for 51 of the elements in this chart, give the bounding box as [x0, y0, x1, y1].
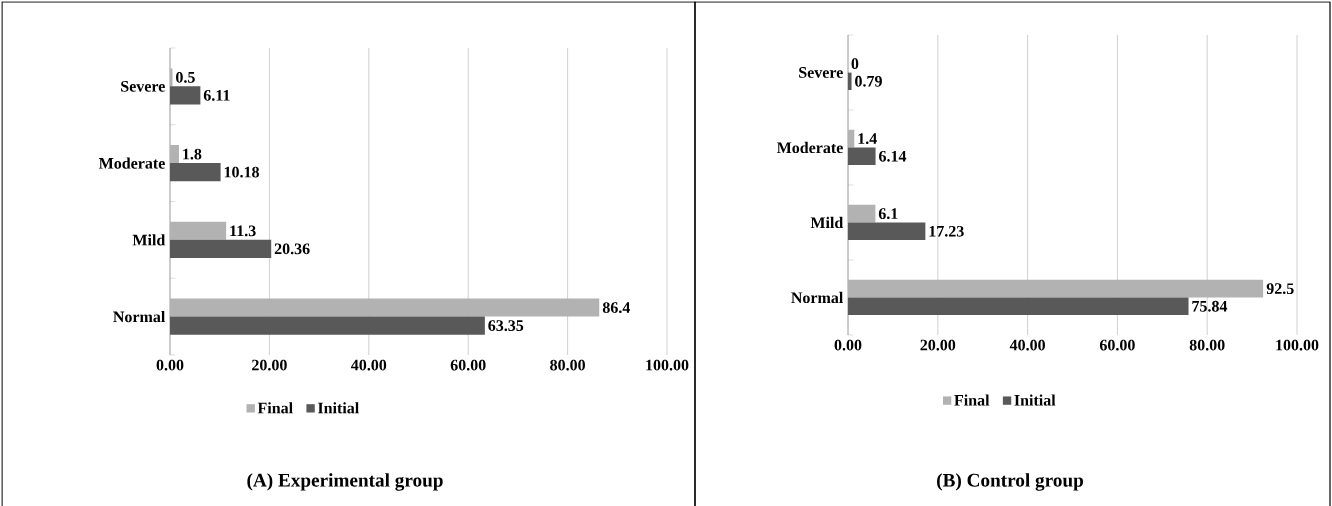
data-label: 0.5	[176, 71, 195, 83]
bar	[170, 316, 485, 335]
x-tick-label: 100.00	[1276, 339, 1319, 351]
x-tick-label: 100.00	[646, 359, 689, 371]
bar	[848, 147, 876, 166]
data-label: 6.11	[203, 89, 230, 101]
data-label: 17.23	[929, 225, 964, 237]
x-tick-label: 40.00	[351, 359, 387, 371]
legend-label: Final	[257, 402, 293, 414]
data-label: 86.4	[602, 302, 631, 314]
legend-label: Initial	[317, 402, 359, 414]
bar	[170, 239, 272, 258]
bar	[848, 297, 1189, 316]
data-label: 20.36	[274, 243, 310, 255]
bar	[170, 221, 227, 240]
data-label: 10.18	[224, 166, 259, 178]
bar	[848, 222, 926, 241]
data-label: 1.4	[858, 133, 877, 145]
y-tick-label: Normal	[791, 291, 844, 304]
x-tick-label: 20.00	[920, 339, 956, 351]
data-label: 6.14	[879, 150, 907, 162]
data-label: 6.1	[878, 208, 898, 220]
x-tick-label: 20.00	[252, 359, 287, 371]
bar	[170, 163, 221, 182]
data-label: 63.35	[488, 320, 524, 332]
text: (A) Experimental group	[247, 473, 443, 491]
x-tick-label: 0.00	[156, 359, 184, 371]
y-tick-label: Mild	[810, 216, 844, 229]
x-tick-label: 60.00	[450, 359, 486, 371]
y-tick-label: Normal	[113, 310, 166, 323]
y-tick-label: Moderate	[98, 157, 165, 169]
bar	[170, 86, 201, 105]
bar	[848, 204, 876, 223]
legend-label: Initial	[1014, 394, 1056, 406]
legend-label: Final	[954, 394, 990, 406]
y-tick-label: Severe	[799, 67, 843, 78]
y-tick-label: Moderate	[776, 141, 843, 154]
data-label: 1.8	[183, 148, 202, 160]
x-tick-label: 60.00	[1099, 339, 1135, 351]
data-label: 92.5	[1266, 283, 1294, 295]
y-tick-label: Mild	[132, 234, 166, 246]
x-tick-label: 40.00	[1009, 339, 1045, 351]
x-tick-label: 80.00	[550, 359, 585, 371]
x-tick-label: 0.00	[834, 339, 862, 351]
data-label: 0.79	[855, 75, 882, 87]
y-tick-label: Severe	[121, 80, 165, 92]
data-label: 75.84	[1192, 300, 1228, 312]
data-label: 11.3	[230, 225, 256, 237]
data-label: 0	[851, 58, 859, 70]
text: (B) Control group	[937, 473, 1083, 491]
x-tick-label: 80.00	[1189, 339, 1225, 351]
